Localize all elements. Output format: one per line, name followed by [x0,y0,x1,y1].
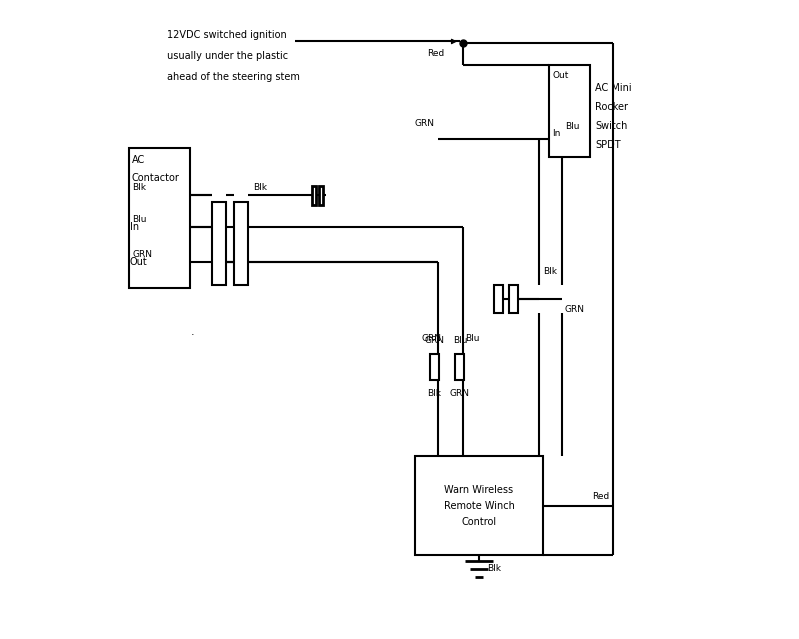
Text: AC Mini: AC Mini [595,83,632,93]
Text: AC: AC [132,155,145,166]
Text: 12VDC switched ignition: 12VDC switched ignition [167,30,287,40]
Bar [455,355,464,380]
Text: Control: Control [462,516,497,527]
Text: Red: Red [592,491,610,500]
Text: usually under the plastic: usually under the plastic [167,51,288,61]
Text: Blk: Blk [543,267,557,276]
Text: GRN: GRN [565,305,585,314]
Text: Contactor: Contactor [132,173,180,183]
Text: Blk: Blk [487,564,501,573]
Bar [319,186,323,205]
Bar [430,355,439,380]
Text: .: . [191,327,194,337]
Text: Rocker: Rocker [595,102,629,112]
Text: GRN: GRN [133,250,153,259]
Bar [212,202,226,284]
Text: Blk: Blk [253,183,267,192]
Text: SPDT: SPDT [595,141,621,150]
Text: Blu: Blu [453,336,467,345]
Bar [549,65,590,157]
Text: GRN: GRN [422,334,442,343]
Text: Remote Winch: Remote Winch [443,500,515,511]
Text: Blk: Blk [427,390,442,399]
Bar [494,284,503,313]
Text: Red: Red [427,49,444,58]
Text: In: In [129,222,139,232]
Bar [129,148,189,288]
Bar [415,456,543,555]
Text: ahead of the steering stem: ahead of the steering stem [167,72,300,82]
Text: In: In [552,129,561,138]
Text: Warn Wireless: Warn Wireless [444,485,514,495]
Text: GRN: GRN [415,119,435,128]
Text: Out: Out [552,72,569,81]
Bar [234,202,248,284]
Text: GRN: GRN [450,390,470,399]
Bar [312,186,316,205]
Text: Blu: Blu [465,334,479,343]
Bar [509,284,518,313]
Text: GRN: GRN [424,336,444,345]
Text: Blk: Blk [133,183,146,192]
Text: Blu: Blu [565,122,579,131]
Text: Out: Out [129,258,148,267]
Text: Blu: Blu [133,215,147,224]
Text: Switch: Switch [595,121,628,131]
